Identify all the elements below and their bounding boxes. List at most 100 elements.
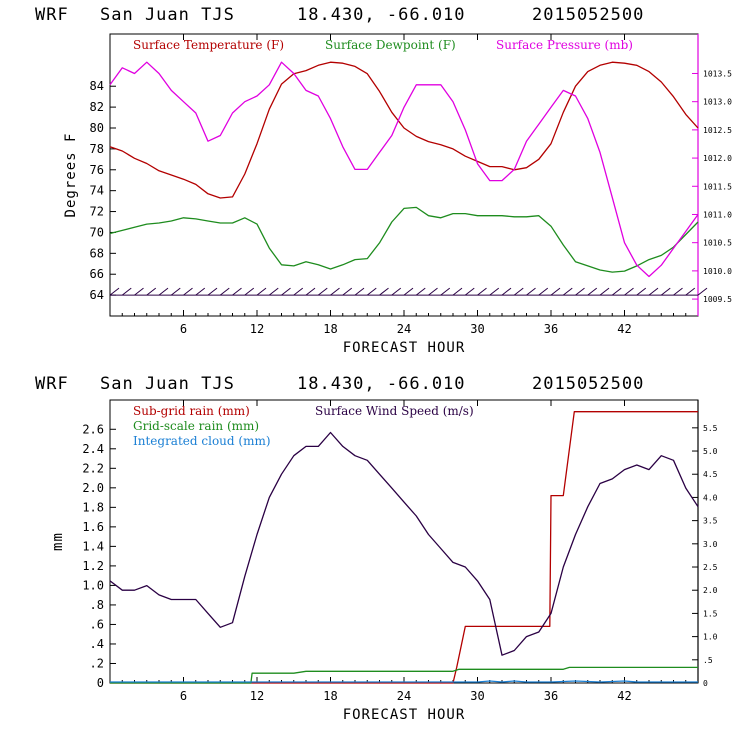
top-wind-barb xyxy=(697,287,708,296)
top-wind-barb xyxy=(317,287,328,296)
top-series-surface-pressure-mb xyxy=(109,61,699,278)
top-chart: 6 12 18 24 30 36 42 FORECAST HOUR 64 66 68 70 72 74 76… xyxy=(63,33,732,356)
top-wind-barb xyxy=(158,287,169,296)
top-y-axis-label: Degrees F xyxy=(63,133,79,218)
bottom-y2-tick-label: 2.0 xyxy=(703,586,718,595)
top-wind-barb xyxy=(489,287,500,296)
top-wind-barb xyxy=(268,287,279,296)
top-y-tick-label: 82 xyxy=(90,100,104,114)
bottom-y2-tick-label: 4.0 xyxy=(703,493,718,502)
bottom-y-tick-label: 1.0 xyxy=(82,578,104,592)
bottom-y-tick-label: .4 xyxy=(90,637,104,651)
top-wind-barb xyxy=(134,287,144,296)
top-wind-barb xyxy=(207,287,218,296)
top-y-tick-label: 64 xyxy=(90,288,104,302)
top-wind-barb xyxy=(648,287,659,296)
bottom-y2-tick-label: 1.5 xyxy=(703,609,718,618)
bottom-y-tick-label: 2.0 xyxy=(82,481,104,495)
top-wind-barb xyxy=(685,287,696,296)
top-y2-tick-label: 1009.5 xyxy=(703,295,732,304)
top-y-tick-label: 74 xyxy=(90,184,104,198)
bottom-y-tick-label: 0 xyxy=(97,676,104,690)
bottom-y-tick-label: .2 xyxy=(90,656,104,670)
top-wind-barb xyxy=(599,287,610,296)
top-wind-barb xyxy=(428,287,438,296)
top-x-tick-label-30: 30 xyxy=(470,322,484,336)
top-wind-barb xyxy=(660,287,671,296)
bottom-series-grid-scale-rain-mm xyxy=(110,666,698,684)
top-wind-barb xyxy=(170,287,181,296)
bottom-y-tick-label: 1.8 xyxy=(82,500,104,514)
top-y-tick-label: 70 xyxy=(90,225,104,239)
bottom-header-coords: 18.430, -66.010 xyxy=(297,374,466,394)
bottom-legend-sub-grid-rain-mm: Sub-grid rain (mm) xyxy=(133,404,250,418)
top-x-tick-label-36: 36 xyxy=(544,322,558,336)
bottom-y2-tick-label: 3.0 xyxy=(703,540,718,549)
top-series-surface-temperature-f xyxy=(109,61,699,199)
top-wind-barb xyxy=(673,287,683,296)
top-wind-barb xyxy=(391,287,402,296)
bottom-y2-tick-label: 4.5 xyxy=(703,470,718,479)
top-wind-barb xyxy=(342,287,353,296)
bottom-y-tick-label: 1.2 xyxy=(82,559,104,573)
bottom-y-axis-label: mm xyxy=(50,532,66,551)
top-x-tick-label-24: 24 xyxy=(397,322,411,336)
bottom-x-tick-label-12: 12 xyxy=(250,689,264,703)
top-y2-tick-label: 1013.5 xyxy=(703,69,732,78)
top-y-tick-label: 84 xyxy=(90,79,104,93)
top-wind-barb xyxy=(354,287,365,296)
bottom-x-tick-label-6: 6 xyxy=(180,689,187,703)
top-x-tick-label-42: 42 xyxy=(617,322,631,336)
top-chart-header: WRF San Juan TJS 18.430, -66.010 2015052… xyxy=(35,5,644,25)
bottom-legend-surface-wind-speed-m-s: Surface Wind Speed (m/s) xyxy=(315,404,474,418)
top-wind-barb xyxy=(587,287,598,296)
top-x-tick-label-18: 18 xyxy=(323,322,337,336)
top-x-axis-label: FORECAST HOUR xyxy=(343,340,466,356)
top-wind-barb xyxy=(501,287,512,296)
top-wind-barb xyxy=(232,287,242,296)
top-wind-barb xyxy=(379,287,389,296)
top-x-tick-label-6: 6 xyxy=(180,322,187,336)
top-wind-barb xyxy=(562,287,573,296)
top-y2-tick-label: 1011.5 xyxy=(703,182,732,191)
top-wind-barb xyxy=(256,287,267,296)
top-legend-surface-pressure-mb: Surface Pressure (mb) xyxy=(496,38,633,52)
bottom-y2-tick-label: 2.5 xyxy=(703,563,718,572)
bottom-x-axis-label: FORECAST HOUR xyxy=(343,707,466,723)
bottom-header-model: WRF xyxy=(35,374,69,394)
top-y-tick-label: 78 xyxy=(90,142,104,156)
top-y-tick-label: 66 xyxy=(90,267,104,281)
top-wind-barb xyxy=(293,287,304,296)
top-wind-barb xyxy=(477,287,487,296)
bottom-series-surface-wind-speed-m-s xyxy=(109,431,699,656)
bottom-series-integrated-cloud-mm xyxy=(110,680,698,683)
top-wind-barb xyxy=(440,287,451,296)
top-wind-barb xyxy=(636,287,647,296)
bottom-y-tick-label: 2.2 xyxy=(82,461,104,475)
top-wind-barb xyxy=(146,287,157,296)
top-wind-barb xyxy=(305,287,316,296)
top-wind-barb xyxy=(538,287,549,296)
top-wind-barb xyxy=(624,287,634,296)
top-y2-tick-label: 1010.0 xyxy=(703,267,732,276)
top-y-tick-label: 76 xyxy=(90,163,104,177)
top-y2-tick-label: 1012.0 xyxy=(703,154,732,163)
top-wind-barb xyxy=(109,287,120,296)
bottom-header-station: San Juan TJS xyxy=(100,374,235,394)
bottom-chart: 6 12 18 24 30 36 42 FORECAST HOUR 0 .2 .4 .6 .8 1.0 1.… xyxy=(50,399,718,723)
bottom-x-tick-label-36: 36 xyxy=(544,689,558,703)
top-wind-barb xyxy=(611,287,622,296)
top-wind-barb xyxy=(575,287,585,296)
bottom-legend-grid-scale-rain-mm: Grid-scale rain (mm) xyxy=(133,419,259,433)
top-header-run: 2015052500 xyxy=(532,5,644,25)
bottom-chart-header: WRF San Juan TJS 18.430, -66.010 2015052… xyxy=(35,374,643,394)
top-wind-barb xyxy=(195,287,206,296)
bottom-y-tick-label: .6 xyxy=(90,617,104,631)
top-y-tick-label: 72 xyxy=(90,205,104,219)
bottom-y2-tick-label: 0 xyxy=(703,679,708,688)
top-wind-barb xyxy=(513,287,524,296)
bottom-series-sub-grid-rain-mm xyxy=(110,411,698,684)
top-series-surface-dewpoint-f xyxy=(109,206,699,273)
bottom-x-tick-label-18: 18 xyxy=(323,689,337,703)
